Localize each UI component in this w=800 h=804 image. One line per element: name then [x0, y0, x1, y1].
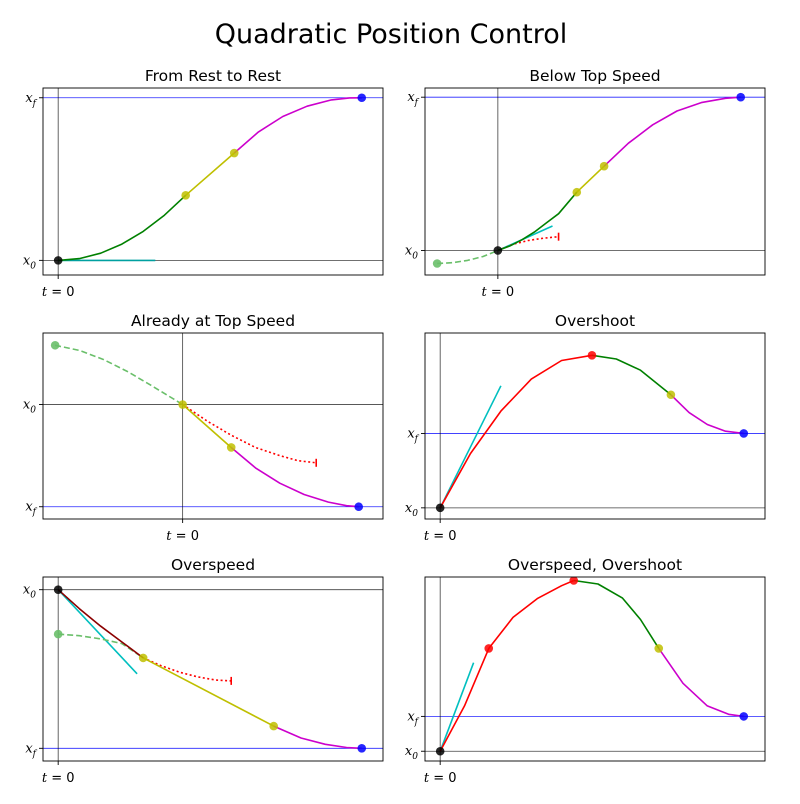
chart-panel-6: Overspeed, Overshoot x0 xf t = 0	[405, 556, 766, 786]
plot-area	[425, 88, 765, 275]
data-point	[572, 187, 582, 197]
panel-title: Already at Top Speed	[131, 312, 295, 330]
series-line	[58, 633, 144, 659]
data-point	[53, 585, 63, 594]
axes-frame	[42, 87, 384, 276]
y-tick-label: x0	[405, 243, 418, 261]
plot-area	[43, 333, 383, 519]
chart-panel-1: From Rest to Rest x0 xf t = 0	[23, 67, 384, 300]
series-line	[497, 235, 559, 252]
data-point	[53, 256, 63, 265]
data-point	[599, 161, 609, 171]
series-line	[439, 579, 575, 752]
y-tick-label: x0	[23, 583, 36, 601]
axes-frame	[424, 332, 766, 520]
axes-frame	[42, 576, 384, 762]
data-point	[138, 653, 148, 663]
series-line	[439, 662, 475, 752]
data-point	[739, 712, 749, 721]
y-tick-label: xf	[25, 741, 37, 759]
series-line	[437, 249, 499, 265]
data-point	[435, 746, 445, 756]
plot-area	[425, 333, 765, 519]
panel-title: From Rest to Rest	[145, 67, 281, 85]
series-line	[57, 589, 144, 659]
y-tick-label: xf	[407, 709, 419, 727]
data-point	[50, 340, 60, 350]
y-tick-label: x0	[405, 501, 418, 519]
figure-title: Quadratic Position Control	[215, 19, 568, 50]
axes-frame	[424, 576, 766, 762]
data-point	[736, 92, 746, 102]
y-tick-label: xf	[25, 91, 37, 109]
data-point	[53, 629, 63, 639]
panel-title: Overspeed, Overshoot	[508, 556, 682, 574]
plot-area	[425, 577, 765, 761]
y-tick-label: xf	[407, 90, 419, 108]
data-point	[269, 721, 279, 731]
panel-title: Below Top Speed	[529, 67, 660, 85]
data-point	[229, 148, 239, 158]
y-tick-label: x0	[23, 398, 36, 416]
series-line	[497, 191, 578, 252]
axes-frame	[424, 87, 766, 276]
series-line	[573, 579, 660, 649]
series-line	[142, 657, 275, 727]
data-point	[178, 400, 187, 409]
data-point	[181, 191, 190, 200]
series-line	[576, 165, 605, 193]
series-line	[230, 446, 359, 508]
y-tick-label: x0	[23, 253, 36, 271]
y-tick-label: x0	[405, 744, 418, 762]
series-line	[658, 647, 744, 718]
series-line	[439, 385, 502, 509]
series-line	[54, 344, 184, 406]
series-line	[233, 97, 362, 154]
plot-area	[43, 577, 383, 761]
series-line	[58, 194, 187, 262]
axes-frame	[42, 332, 384, 520]
data-point	[435, 503, 445, 513]
series-line	[182, 403, 317, 464]
series-line	[591, 354, 672, 396]
series-line	[273, 725, 362, 750]
chart-panel-5: Overspeed x0 xf t = 0	[23, 556, 384, 786]
series-line	[439, 354, 593, 509]
series-line	[185, 152, 235, 196]
data-point	[739, 429, 749, 438]
data-point	[493, 246, 503, 255]
y-tick-label: xf	[407, 426, 419, 444]
series-line	[142, 657, 232, 682]
data-point	[226, 443, 236, 452]
chart-panel-2: Below Top Speed x0 xf t = 0	[405, 67, 766, 300]
chart-panel-4: Overshoot x0 xf t = 0	[405, 312, 766, 544]
plot-area	[43, 88, 383, 275]
panel-title: Overspeed	[171, 556, 255, 574]
x-tick-label: t = 0	[424, 529, 457, 544]
data-point	[354, 502, 364, 512]
x-tick-label: t = 0	[482, 285, 515, 300]
data-point	[569, 577, 579, 585]
x-tick-label: t = 0	[424, 771, 457, 786]
data-point	[357, 93, 367, 103]
series-line	[670, 394, 744, 435]
x-tick-label: t = 0	[42, 771, 75, 786]
data-point	[357, 744, 367, 753]
data-point	[432, 259, 442, 268]
y-tick-label: xf	[25, 500, 37, 518]
x-tick-label: t = 0	[166, 529, 199, 544]
panel-title: Overshoot	[555, 312, 635, 330]
data-point	[587, 351, 597, 360]
series-line	[57, 589, 138, 675]
data-point	[484, 644, 494, 653]
chart-panel-3: Already at Top Speed x0 xf t = 0	[23, 312, 384, 544]
data-point	[666, 390, 676, 400]
x-tick-label: t = 0	[42, 285, 75, 300]
series-line	[603, 96, 741, 167]
data-point	[654, 644, 664, 653]
series-line	[182, 403, 232, 449]
